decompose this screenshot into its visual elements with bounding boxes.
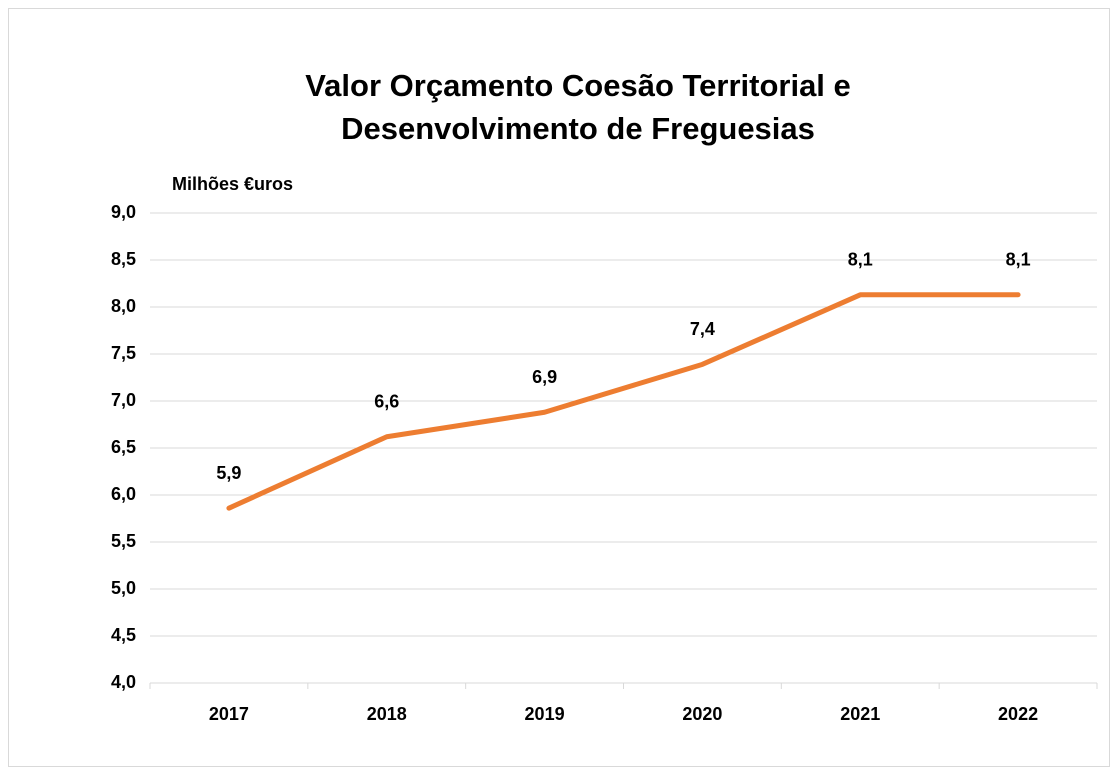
y-tick-label: 5,0: [111, 578, 136, 598]
y-tick-label: 9,0: [111, 202, 136, 222]
y-tick-label: 7,0: [111, 390, 136, 410]
y-tick-label: 8,0: [111, 296, 136, 316]
y-tick-label: 6,0: [111, 484, 136, 504]
chart-title: Valor Orçamento Coesão Territorial e: [305, 68, 851, 103]
chart-title: Desenvolvimento de Freguesias: [341, 111, 815, 146]
y-tick-label: 7,5: [111, 343, 136, 363]
data-label: 7,4: [690, 319, 715, 339]
data-label: 8,1: [848, 250, 873, 270]
data-label: 6,6: [374, 391, 399, 411]
y-tick-label: 4,0: [111, 672, 136, 692]
data-label: 5,9: [216, 463, 241, 483]
data-label: 8,1: [1006, 250, 1031, 270]
y-tick-label: 8,5: [111, 249, 136, 269]
x-tick-label: 2020: [682, 704, 722, 724]
data-line: [226, 292, 1021, 511]
x-tick-label: 2018: [367, 704, 407, 724]
data-label: 6,9: [532, 367, 557, 387]
x-tick-label: 2022: [998, 704, 1038, 724]
x-tick-label: 2019: [525, 704, 565, 724]
x-tick-label: 2021: [840, 704, 880, 724]
x-tick-label: 2017: [209, 704, 249, 724]
y-tick-label: 6,5: [111, 437, 136, 457]
y-tick-label: 4,5: [111, 625, 136, 645]
y-tick-label: 5,5: [111, 531, 136, 551]
chart-border: [8, 8, 1110, 767]
y-axis-label: Milhões €uros: [172, 174, 293, 194]
